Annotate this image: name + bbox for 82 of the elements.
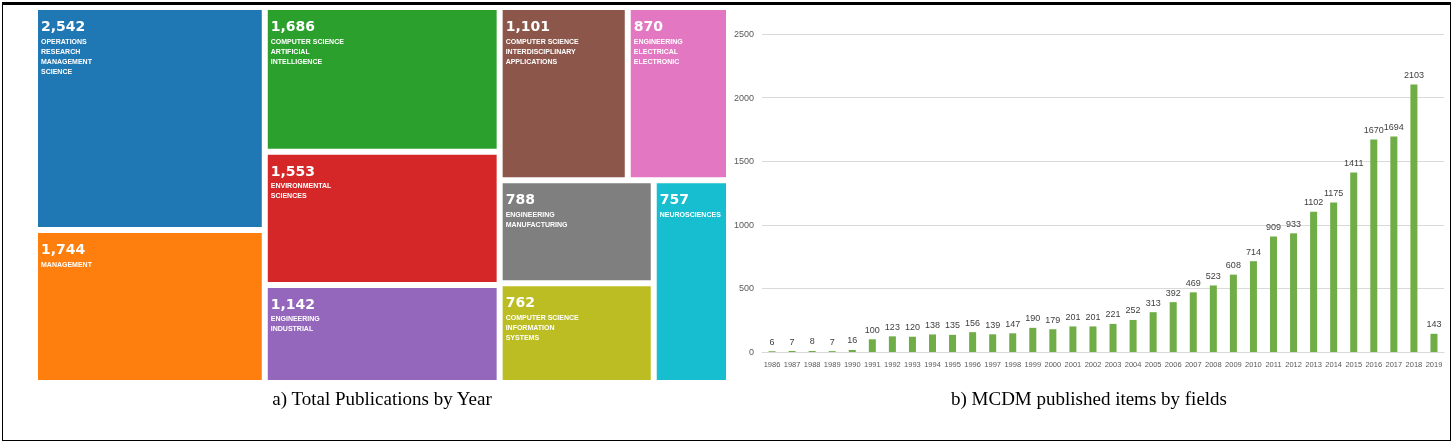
data-label: 221	[1105, 309, 1121, 320]
bar	[848, 349, 856, 352]
data-label: 138	[924, 319, 941, 330]
data-label: 6	[769, 336, 775, 347]
data-label: 523	[1205, 270, 1221, 281]
bar	[1089, 326, 1097, 352]
bar	[1269, 236, 1278, 352]
data-label: 8	[809, 336, 815, 347]
bar	[1350, 172, 1358, 352]
data-label: 933	[1286, 218, 1302, 229]
data-label: 1102	[1303, 197, 1324, 208]
bar	[1310, 211, 1318, 352]
data-label: 7	[829, 336, 835, 347]
bar	[1029, 327, 1037, 352]
y-tick-label: 0	[748, 347, 754, 357]
data-label: 762	[505, 294, 535, 311]
bar	[1149, 312, 1157, 352]
data-label: 2103	[1403, 70, 1424, 80]
data-label: 179	[1045, 314, 1061, 325]
bar	[908, 336, 916, 352]
y-tick-label: 1000	[733, 219, 754, 230]
text: a) Total Publications by Year	[271, 388, 493, 410]
data-label: 1,744	[41, 241, 86, 257]
bar	[1410, 84, 1418, 352]
data-label: 1670	[1363, 125, 1384, 136]
data-label: 714	[1245, 246, 1261, 257]
bar	[1330, 202, 1338, 352]
y-tick-label: 1500	[733, 156, 754, 167]
bar	[1069, 326, 1077, 352]
data-label: 1,686	[270, 18, 316, 34]
bar	[928, 334, 937, 352]
data-label: 469	[1185, 277, 1201, 288]
bar	[989, 334, 997, 352]
data-label: 2,542	[41, 18, 86, 34]
data-label: 7	[789, 336, 795, 347]
data-label: 313	[1145, 297, 1161, 308]
data-label: 147	[1005, 318, 1021, 329]
data-label: 788	[505, 191, 535, 208]
text: b) MCDM published items by fields	[950, 388, 1228, 410]
bar	[1390, 136, 1398, 352]
data-label: 1,101	[505, 18, 550, 34]
data-label: 608	[1225, 260, 1241, 271]
bar	[1049, 329, 1057, 352]
data-label: 139	[985, 319, 1001, 330]
bar	[1189, 292, 1197, 352]
bar	[1109, 323, 1117, 352]
data-label: 123	[884, 321, 900, 332]
bar	[868, 339, 876, 352]
data-label: 1175	[1324, 188, 1344, 199]
data-label: 190	[1025, 313, 1041, 324]
data-label: 143	[1426, 319, 1442, 330]
bar	[1169, 302, 1177, 352]
data-label: 16	[847, 335, 858, 346]
data-label: 392	[1165, 287, 1181, 298]
data-label: 1,142	[270, 295, 316, 312]
data-label: 870	[633, 18, 664, 34]
data-label: 156	[965, 317, 981, 328]
bar	[1290, 233, 1298, 352]
bar	[1430, 333, 1438, 352]
data-label: 100	[864, 324, 880, 335]
data-label: 757	[659, 191, 689, 208]
bar	[888, 336, 896, 352]
y-tick-label: 2500	[733, 29, 754, 39]
bar	[1129, 319, 1137, 352]
y-tick-label: 2000	[733, 92, 754, 103]
data-label: 135	[945, 320, 961, 331]
bar	[969, 332, 977, 352]
data-label: 120	[904, 322, 920, 333]
bar	[1009, 333, 1017, 352]
data-label: 252	[1125, 305, 1141, 316]
bar	[1249, 261, 1257, 352]
bar	[1229, 274, 1237, 352]
bar	[1370, 139, 1378, 352]
data-label: 909	[1265, 221, 1282, 232]
data-label: 1,553	[270, 162, 316, 179]
data-label: 1411	[1344, 158, 1364, 169]
bar	[949, 334, 957, 352]
bar	[1209, 285, 1217, 352]
y-tick-label: 500	[738, 283, 754, 294]
data-label: 201	[1085, 311, 1101, 322]
data-label: 201	[1065, 311, 1081, 322]
data-label: 1694	[1383, 122, 1404, 133]
